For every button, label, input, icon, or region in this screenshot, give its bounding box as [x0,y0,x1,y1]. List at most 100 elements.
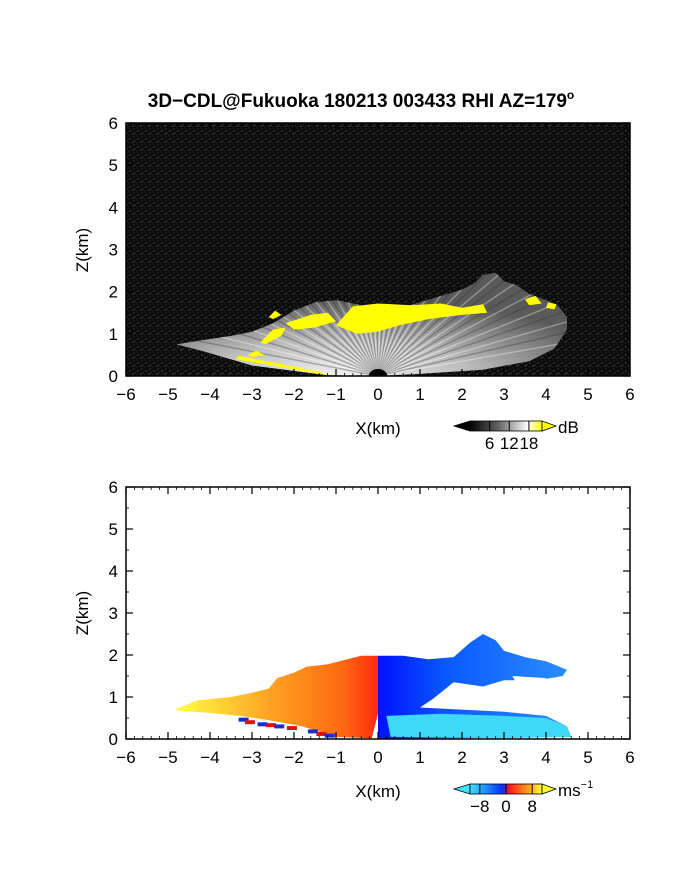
echo-ray [377,277,567,376]
high-signal-region [546,302,557,310]
reflectivity-xtick-label: 4 [541,385,550,404]
reflectivity-xtick-label: 1 [415,385,424,404]
reflectivity-axes: −6 −5 −4 −3 −2 −1 0 1 2 3 4 5 6 0 1 2 3 4 5 6 [109,114,635,404]
velocity-xtick-label: 0 [373,748,382,767]
high-signal-region [336,303,488,334]
velocity-ytick-label: 2 [109,646,118,665]
velocity-xtick-label: −2 [284,748,303,767]
reflectivity-echo-layer [176,272,567,376]
velocity-xtick-label: 4 [541,748,550,767]
reflectivity-xtick-label: −3 [242,385,261,404]
echo-ray [305,272,379,376]
echo-ray [377,272,388,376]
echo-ray [377,303,567,376]
velocity-gaps [441,676,551,704]
reflectivity-colorbar: 6 12 18 dB [452,418,579,453]
echo-ray [377,330,567,376]
reflectivity-xtick-label: 6 [625,385,634,404]
velocity-region-approaching [378,634,572,739]
echo-ray [377,272,567,376]
velocity-axes: −6 −5 −4 −3 −2 −1 0 1 2 3 4 5 6 0 1 2 3 4 5 6 [109,478,635,767]
colorbar-ms-unit: ms−1 [558,779,593,800]
velocity-ytick-label: 4 [109,562,118,581]
velocity-gap [441,690,551,704]
echo-ray [377,290,567,376]
velocity-region-fast-approaching [386,713,572,739]
colorbar-ms-unit-base: ms [558,781,581,800]
reflectivity-ytick-label: 4 [109,198,118,217]
velocity-field-layer [176,634,572,739]
velocity-region-receding [176,655,378,739]
colorbar-tick-label: 6 [485,434,494,453]
reflectivity-xtick-label: −2 [284,385,303,404]
velocity-speckle [316,731,327,736]
high-signal-region [247,350,265,357]
figure-title: 3D−CDL@Fukuoka 180213 003433 RHI AZ=179o [148,88,575,112]
reflectivity-xtick-label: 0 [373,385,382,404]
echo-ray [318,272,379,376]
colorbar-dB-ticks: 6 12 18 [485,421,538,453]
echo-ray [345,272,379,376]
high-signal-region [525,295,542,306]
echo-ray [377,272,567,376]
echo-ray [243,272,379,376]
echo-ray [292,272,379,376]
high-signal-region [285,312,336,330]
reflectivity-ytick-label: 2 [109,283,118,302]
reflectivity-xtick-label: −5 [158,385,177,404]
echo-ray [377,272,567,376]
colorbar-ms-unit-exp: −1 [581,779,594,791]
reflectivity-ylabel: Z(km) [73,228,92,272]
high-signal-region [260,327,286,345]
echo-ray [377,272,505,376]
echo-ray [377,272,528,376]
velocity-xtick-label: 1 [415,748,424,767]
velocity-xtick-label: 5 [583,748,592,767]
echo-ray [377,272,493,376]
velocity-ytick-label: 5 [109,520,118,539]
echo-ray [377,272,415,376]
velocity-speckle [324,733,335,738]
echo-ray [176,299,379,376]
high-signal-regions [235,295,557,376]
velocity-speckle [307,729,318,734]
reflectivity-xtick-label: −1 [326,385,345,404]
colorbar-tick-label: −8 [470,797,489,816]
velocity-gap [512,676,546,685]
colorbar-tick-label: 12 [500,434,519,453]
velocity-speckle [265,723,276,728]
velocity-xtick-label: −4 [200,748,219,767]
colorbar-tick-label: 18 [519,434,538,453]
colorbar-tick-label: 8 [527,797,536,816]
echo-ray [377,272,567,376]
velocity-ylabel: Z(km) [73,591,92,635]
velocity-xtick-label: 6 [625,748,634,767]
colorbar-dB-left-arrow [452,420,471,432]
reflectivity-xtick-label: 3 [499,385,508,404]
reflectivity-xtick-label: −4 [200,385,219,404]
velocity-colorbar: −8 0 8 ms−1 [452,779,593,816]
colorbar-dB-right-arrow [541,420,558,432]
velocity-ytick-label: 1 [109,688,118,707]
colorbar-ms-right-arrow [541,783,558,795]
echo-ray [377,272,468,376]
velocity-ytick-label: 0 [109,730,118,749]
velocity-panel: −6 −5 −4 −3 −2 −1 0 1 2 3 4 5 6 0 1 2 3 4 5 6 X(km) Z(km) −… [73,478,635,816]
reflectivity-ytick-label: 5 [109,156,118,175]
echo-ray [377,272,402,376]
echo-ray [377,272,429,376]
reflectivity-xtick-label: −6 [116,385,135,404]
figure-title-text: 3D−CDL@Fukuoka 180213 003433 RHI AZ=179 [148,91,567,112]
reflectivity-xtick-label: 2 [457,385,466,404]
colorbar-ms-left-arrow [452,783,471,795]
echo-ray [359,272,379,376]
reflectivity-ytick-label: 0 [109,367,118,386]
velocity-speckle [238,717,249,722]
echo-ray [176,325,379,376]
velocity-xtick-label: 2 [457,748,466,767]
echo-ray [255,272,379,376]
velocity-xtick-label: −5 [158,748,177,767]
echo-ray [377,272,455,376]
